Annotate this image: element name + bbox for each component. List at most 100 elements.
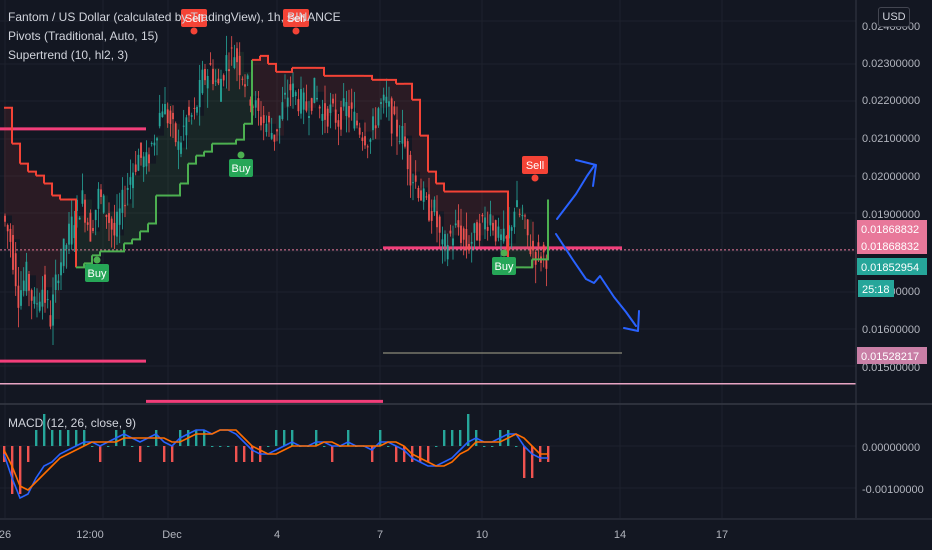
candle-body	[73, 225, 76, 239]
macd-histogram-bar	[83, 430, 86, 446]
candle-body	[156, 138, 158, 141]
candle-body	[518, 213, 521, 215]
supertrend-segment	[196, 151, 205, 157]
candle-body	[302, 92, 305, 110]
macd-axis-tick: -0.00100000	[862, 484, 924, 496]
candle-body	[233, 57, 236, 68]
candle-body	[9, 228, 12, 242]
sell-signal-badge	[283, 9, 309, 27]
supertrend-fill-segment	[140, 155, 148, 232]
currency-button[interactable]: USD	[878, 7, 910, 27]
supertrend-segment	[52, 194, 61, 200]
supertrend-segment	[260, 54, 269, 64]
macd-histogram-bar	[315, 430, 318, 446]
candle-body	[382, 94, 385, 101]
macd-axis-tick: 0.00000000	[862, 442, 920, 454]
macd-histogram-bar	[427, 446, 430, 462]
candle-body	[326, 108, 329, 127]
supertrend-fill-segment	[292, 67, 300, 88]
supertrend-fill-segment	[492, 191, 500, 216]
pivot-levels	[0, 127, 856, 403]
candle-body	[366, 146, 369, 148]
candle-body	[412, 182, 414, 184]
candle-body	[89, 212, 92, 242]
candle-body	[110, 218, 113, 230]
price-tag: 0.01852954	[857, 258, 927, 275]
signal-label: Sell	[526, 160, 544, 172]
supertrend-fill-segment	[228, 59, 236, 144]
supertrend-fill-segment	[132, 175, 140, 240]
candle-body	[129, 177, 132, 185]
macd-histogram-bar	[419, 446, 422, 462]
candle-body	[209, 63, 212, 65]
supertrend-fill-segment	[124, 203, 132, 244]
supertrend-line	[4, 54, 549, 269]
supertrend-segment	[188, 155, 197, 165]
candle-body	[433, 199, 436, 213]
candle-body	[425, 196, 428, 198]
macd-histogram-bar	[379, 430, 382, 446]
supertrend-fill-segment	[236, 51, 244, 140]
buy-signal: Buy	[492, 249, 516, 275]
supertrend-segment	[124, 239, 133, 245]
supertrend-segment	[284, 67, 293, 73]
supertrend-segment	[428, 170, 437, 184]
candle-body	[84, 199, 86, 223]
candle-body	[108, 213, 110, 223]
candle-body	[377, 108, 380, 126]
candle-body	[414, 175, 417, 182]
signal-label: Buy	[232, 163, 251, 175]
macd-histogram-bar	[219, 446, 222, 447]
candle-body	[446, 245, 449, 260]
candle-body	[254, 100, 257, 108]
candle-body	[265, 123, 268, 133]
macd-histogram-bar	[451, 430, 454, 446]
macd-histogram-bar	[491, 446, 494, 447]
candle-body	[174, 123, 177, 143]
candle-body	[172, 112, 174, 120]
supertrend-fill-segment	[156, 135, 164, 196]
candle-body	[286, 97, 289, 107]
macd-histogram-bar	[163, 446, 166, 462]
macd-histogram-bar	[91, 446, 94, 447]
macd-histogram-bar	[243, 446, 246, 462]
macd-histogram-bar	[11, 446, 14, 494]
supertrend-fill-segment	[220, 87, 228, 144]
candle-body	[270, 132, 273, 139]
candle-body	[345, 102, 348, 117]
candle-body	[396, 119, 398, 137]
candle-body	[409, 154, 412, 186]
macd-signal-line	[3, 429, 548, 491]
candle-body	[470, 241, 473, 244]
signal-label: Buy	[495, 261, 514, 273]
candle-body	[324, 103, 326, 120]
macd-histogram-bar	[483, 446, 486, 447]
supertrend-fill-segment	[204, 79, 212, 152]
candle-body	[44, 274, 46, 303]
price-tag: 0.01528217	[857, 347, 927, 364]
candle-body	[52, 294, 54, 326]
candle-body	[166, 109, 169, 124]
candle-body	[353, 111, 356, 129]
candle-body	[54, 274, 57, 291]
candle-body	[390, 98, 393, 134]
supertrend-fill-segment	[148, 163, 156, 224]
candle-body	[356, 120, 358, 126]
buy-signal-badge	[85, 264, 109, 282]
candle-body	[278, 115, 281, 128]
price-tag-box	[857, 258, 927, 275]
price-tag-box	[858, 280, 894, 297]
macd-histogram-bar	[283, 430, 286, 446]
candle-body	[257, 98, 260, 111]
supertrend-fill-segment	[28, 171, 36, 276]
supertrend-fill-segment	[420, 135, 428, 188]
macd-histogram-bar	[347, 430, 350, 446]
candle-body	[532, 240, 534, 251]
supertrend-segment	[436, 182, 445, 192]
macd-histogram-bar	[323, 446, 326, 447]
candle-body	[193, 107, 196, 109]
macd-histogram-bar	[75, 430, 78, 446]
candle-body	[188, 106, 190, 116]
supertrend-fill-segment	[116, 235, 124, 252]
